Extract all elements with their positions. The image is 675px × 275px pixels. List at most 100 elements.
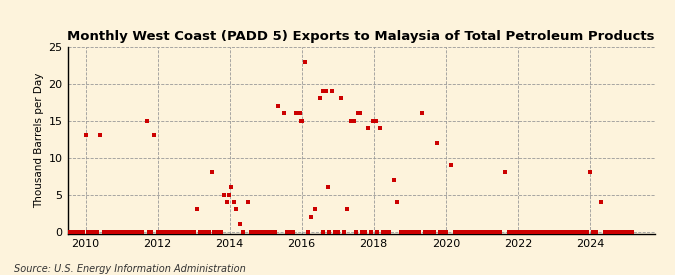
Point [417, 111, 428, 116]
Point [494, 229, 505, 234]
Point [200, 229, 211, 234]
Point [167, 229, 178, 234]
Point [377, 229, 388, 234]
Point [425, 229, 436, 234]
Title: Monthly West Coast (PADD 5) Exports to Malaysia of Total Petroleum Products: Monthly West Coast (PADD 5) Exports to M… [68, 30, 655, 43]
Point [620, 229, 631, 234]
Point [370, 119, 381, 123]
Point [348, 119, 359, 123]
Point [452, 229, 463, 234]
Point [380, 229, 391, 234]
Point [524, 229, 535, 234]
Point [429, 229, 439, 234]
Point [354, 111, 365, 116]
Point [572, 229, 583, 234]
Point [323, 229, 334, 234]
Point [235, 222, 246, 226]
Point [221, 200, 232, 204]
Point [624, 229, 634, 234]
Point [148, 133, 159, 138]
Point [74, 229, 85, 234]
Point [585, 170, 595, 175]
Point [113, 229, 124, 234]
Point [281, 229, 292, 234]
Point [605, 229, 616, 234]
Point [423, 229, 433, 234]
Point [137, 229, 148, 234]
Point [291, 111, 302, 116]
Y-axis label: Thousand Barrels per Day: Thousand Barrels per Day [34, 73, 45, 208]
Point [80, 133, 91, 138]
Point [294, 111, 305, 116]
Point [599, 229, 610, 234]
Text: Source: U.S. Energy Information Administration: Source: U.S. Energy Information Administ… [14, 264, 245, 274]
Point [500, 170, 510, 175]
Point [437, 229, 448, 234]
Point [456, 229, 466, 234]
Point [194, 229, 205, 234]
Point [254, 229, 265, 234]
Point [578, 229, 589, 234]
Point [506, 229, 517, 234]
Point [483, 229, 493, 234]
Point [383, 229, 394, 234]
Point [419, 229, 430, 234]
Point [182, 229, 193, 234]
Point [152, 229, 163, 234]
Point [89, 229, 100, 234]
Point [518, 229, 529, 234]
Point [359, 229, 370, 234]
Point [587, 229, 598, 234]
Point [558, 229, 568, 234]
Point [446, 163, 456, 167]
Point [229, 200, 240, 204]
Point [107, 229, 118, 234]
Point [618, 229, 628, 234]
Point [128, 229, 139, 234]
Point [134, 229, 145, 234]
Point [338, 229, 349, 234]
Point [209, 229, 220, 234]
Point [192, 207, 202, 211]
Point [155, 229, 166, 234]
Point [477, 229, 487, 234]
Point [533, 229, 544, 234]
Point [564, 229, 574, 234]
Point [231, 207, 242, 211]
Point [327, 89, 338, 93]
Point [368, 119, 379, 123]
Point [609, 229, 620, 234]
Point [474, 229, 485, 234]
Point [159, 229, 169, 234]
Point [612, 229, 622, 234]
Point [251, 229, 262, 234]
Point [299, 59, 310, 64]
Point [335, 96, 346, 101]
Point [317, 89, 328, 93]
Point [186, 229, 196, 234]
Point [261, 229, 271, 234]
Point [350, 229, 361, 234]
Point [188, 229, 199, 234]
Point [491, 229, 502, 234]
Point [413, 229, 424, 234]
Point [206, 170, 217, 175]
Point [388, 178, 399, 182]
Point [101, 229, 112, 234]
Point [375, 126, 385, 130]
Point [248, 229, 259, 234]
Point [488, 229, 499, 234]
Point [267, 229, 277, 234]
Point [161, 229, 172, 234]
Point [392, 200, 402, 204]
Point [626, 229, 637, 234]
Point [352, 111, 363, 116]
Point [98, 229, 109, 234]
Point [461, 229, 472, 234]
Point [570, 229, 580, 234]
Point [555, 229, 566, 234]
Point [440, 229, 451, 234]
Point [321, 89, 331, 93]
Point [322, 185, 333, 189]
Point [310, 207, 321, 211]
